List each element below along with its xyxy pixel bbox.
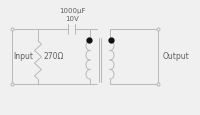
Text: 270Ω: 270Ω — [44, 52, 64, 61]
Text: Output: Output — [163, 52, 190, 61]
Text: Input: Input — [13, 52, 33, 61]
Text: 1000μF
10V: 1000μF 10V — [59, 8, 85, 22]
